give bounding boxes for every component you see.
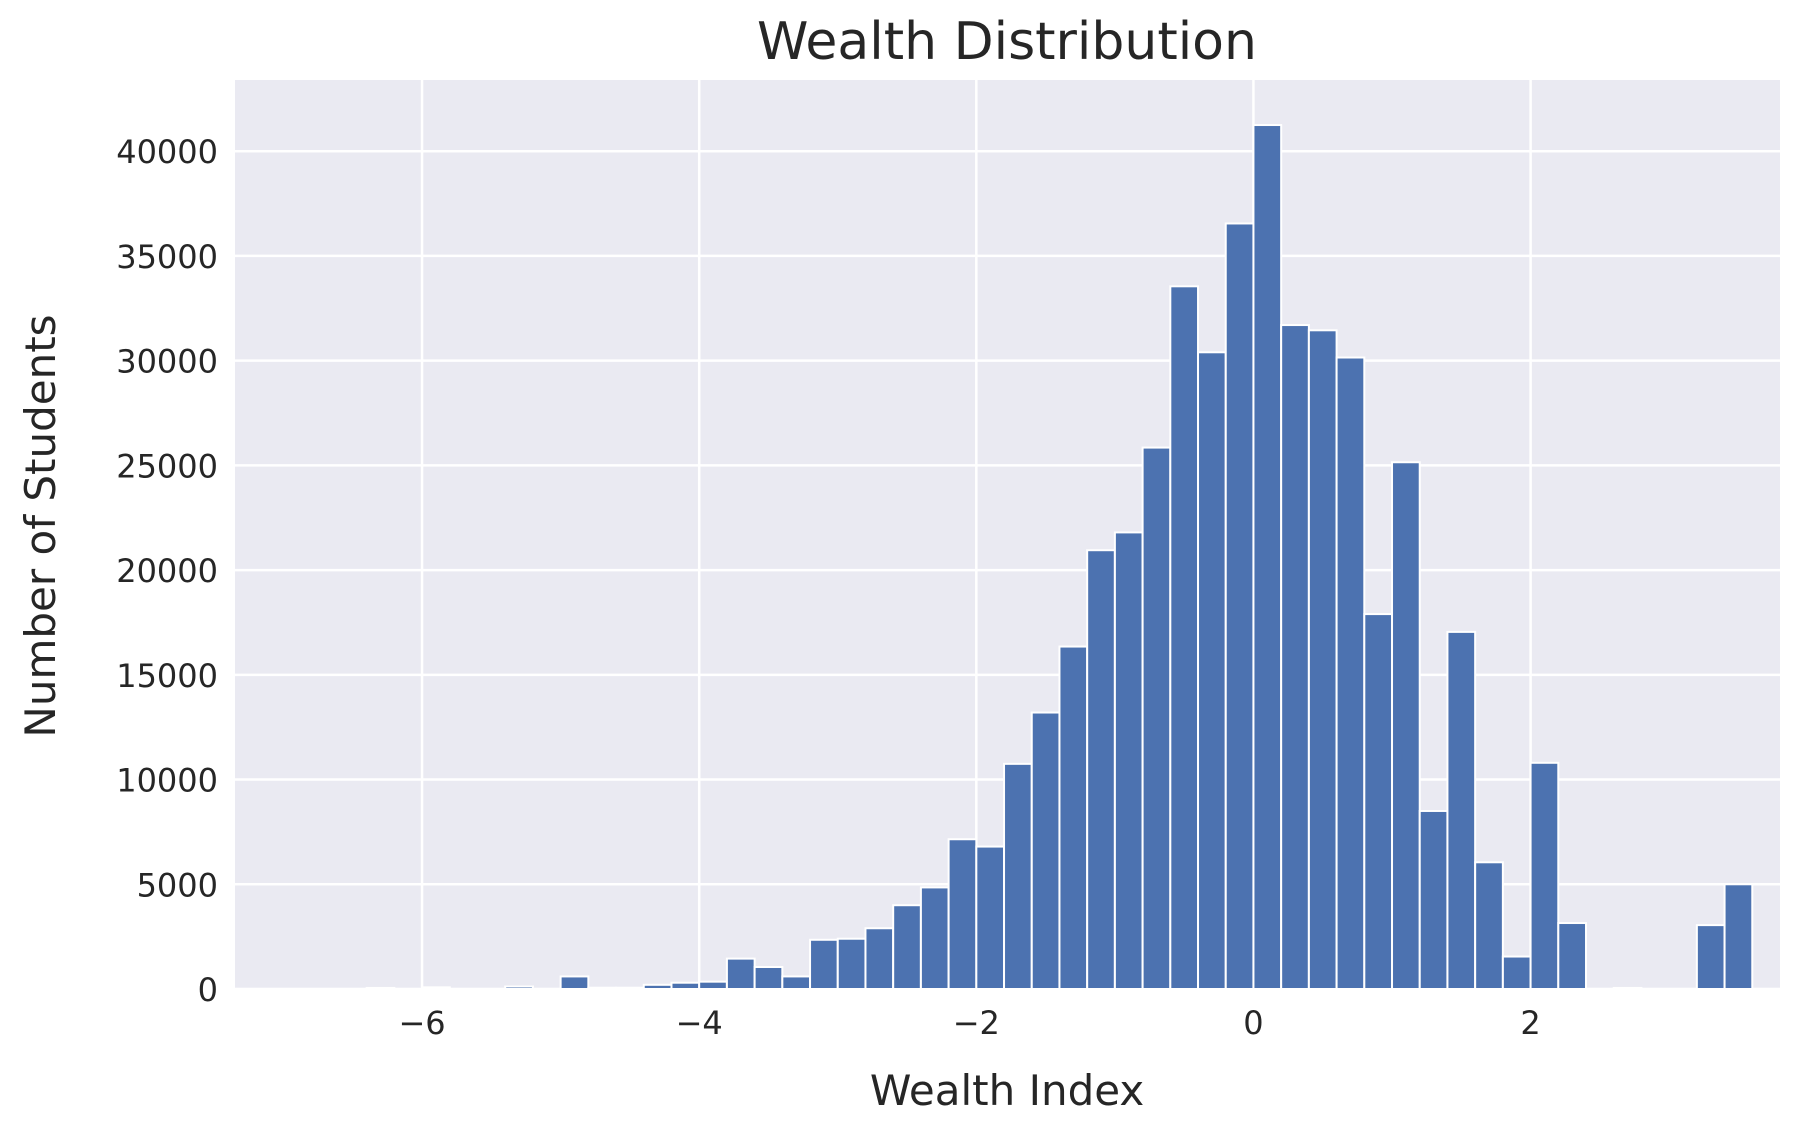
histogram-bar-34 (1252, 124, 1283, 990)
histogram-bar-32 (1197, 351, 1227, 990)
histogram-bar-47 (1612, 986, 1643, 990)
histogram-bar-44 (1529, 761, 1560, 990)
y-tick-label: 35000 (116, 238, 218, 276)
histogram-bar-21 (892, 904, 922, 990)
histogram-bar-51 (1723, 883, 1754, 990)
histogram-bar-12 (642, 983, 673, 990)
histogram-bar-42 (1474, 861, 1504, 990)
histogram-bar-45 (1557, 922, 1588, 990)
histogram-bar-39 (1391, 461, 1421, 990)
x-axis-ticks: −6 −4 −2 0 2 (398, 1004, 1540, 1042)
histogram-bar-38 (1363, 613, 1394, 990)
histogram-bar-28 (1086, 549, 1116, 990)
histogram-bar-10 (587, 986, 618, 991)
histogram-bar-27 (1058, 645, 1089, 990)
histogram-bar-41 (1446, 630, 1477, 991)
histogram-bar-50 (1695, 924, 1726, 990)
histogram-bar-25 (1003, 762, 1033, 991)
y-tick-label: 10000 (116, 762, 218, 800)
histogram-bar-30 (1141, 446, 1172, 991)
histogram-bar-40 (1418, 809, 1449, 990)
y-tick-label: 0 (198, 971, 218, 1009)
y-tick-label: 25000 (116, 447, 218, 485)
histogram-bar-22 (919, 886, 950, 991)
chart-title: Wealth Distribution (757, 12, 1257, 72)
histogram-bar-43 (1501, 955, 1532, 990)
x-tick-label: 0 (1243, 1004, 1263, 1042)
histogram-bar-35 (1280, 324, 1310, 991)
histogram-bar-13 (670, 981, 701, 991)
histogram-bar-24 (975, 845, 1006, 991)
histogram-bar-26 (1030, 711, 1061, 990)
histogram-bar-33 (1224, 222, 1255, 990)
histogram-bar-19 (836, 937, 867, 991)
histogram-bar-37 (1335, 356, 1366, 990)
x-tick-label: −4 (676, 1004, 723, 1042)
histogram-bar-11 (615, 986, 645, 991)
histogram-bar-2 (365, 986, 396, 990)
histogram-bar-9 (559, 975, 590, 990)
y-tick-label: 40000 (116, 133, 218, 171)
histogram-bar-20 (864, 927, 895, 991)
y-axis-ticks: 0 5000 10000 15000 20000 25000 30000 35000 40000 (116, 133, 218, 1009)
histogram-bar-14 (698, 980, 728, 991)
histogram-bar-16 (753, 966, 784, 990)
histogram-bar-4 (421, 986, 451, 990)
histogram-bar-29 (1113, 531, 1144, 990)
y-tick-label: 15000 (116, 657, 218, 695)
x-tick-label: 2 (1520, 1004, 1540, 1042)
x-axis-label: Wealth Index (870, 1066, 1144, 1115)
histogram-bars (365, 124, 1754, 991)
histogram-bar-15 (725, 957, 756, 991)
histogram-bar-31 (1169, 285, 1200, 990)
histogram-bar-23 (947, 838, 978, 990)
y-axis-label: Number of Students (16, 314, 65, 737)
y-tick-label: 5000 (137, 866, 218, 904)
y-tick-label: 30000 (116, 343, 218, 381)
x-tick-label: −6 (398, 1004, 445, 1042)
histogram-bar-36 (1307, 329, 1338, 990)
x-tick-label: −2 (953, 1004, 1000, 1042)
histogram-bar-18 (809, 938, 839, 991)
y-tick-label: 20000 (116, 552, 218, 590)
histogram-bar-7 (504, 985, 534, 990)
histogram-bar-17 (781, 975, 812, 990)
